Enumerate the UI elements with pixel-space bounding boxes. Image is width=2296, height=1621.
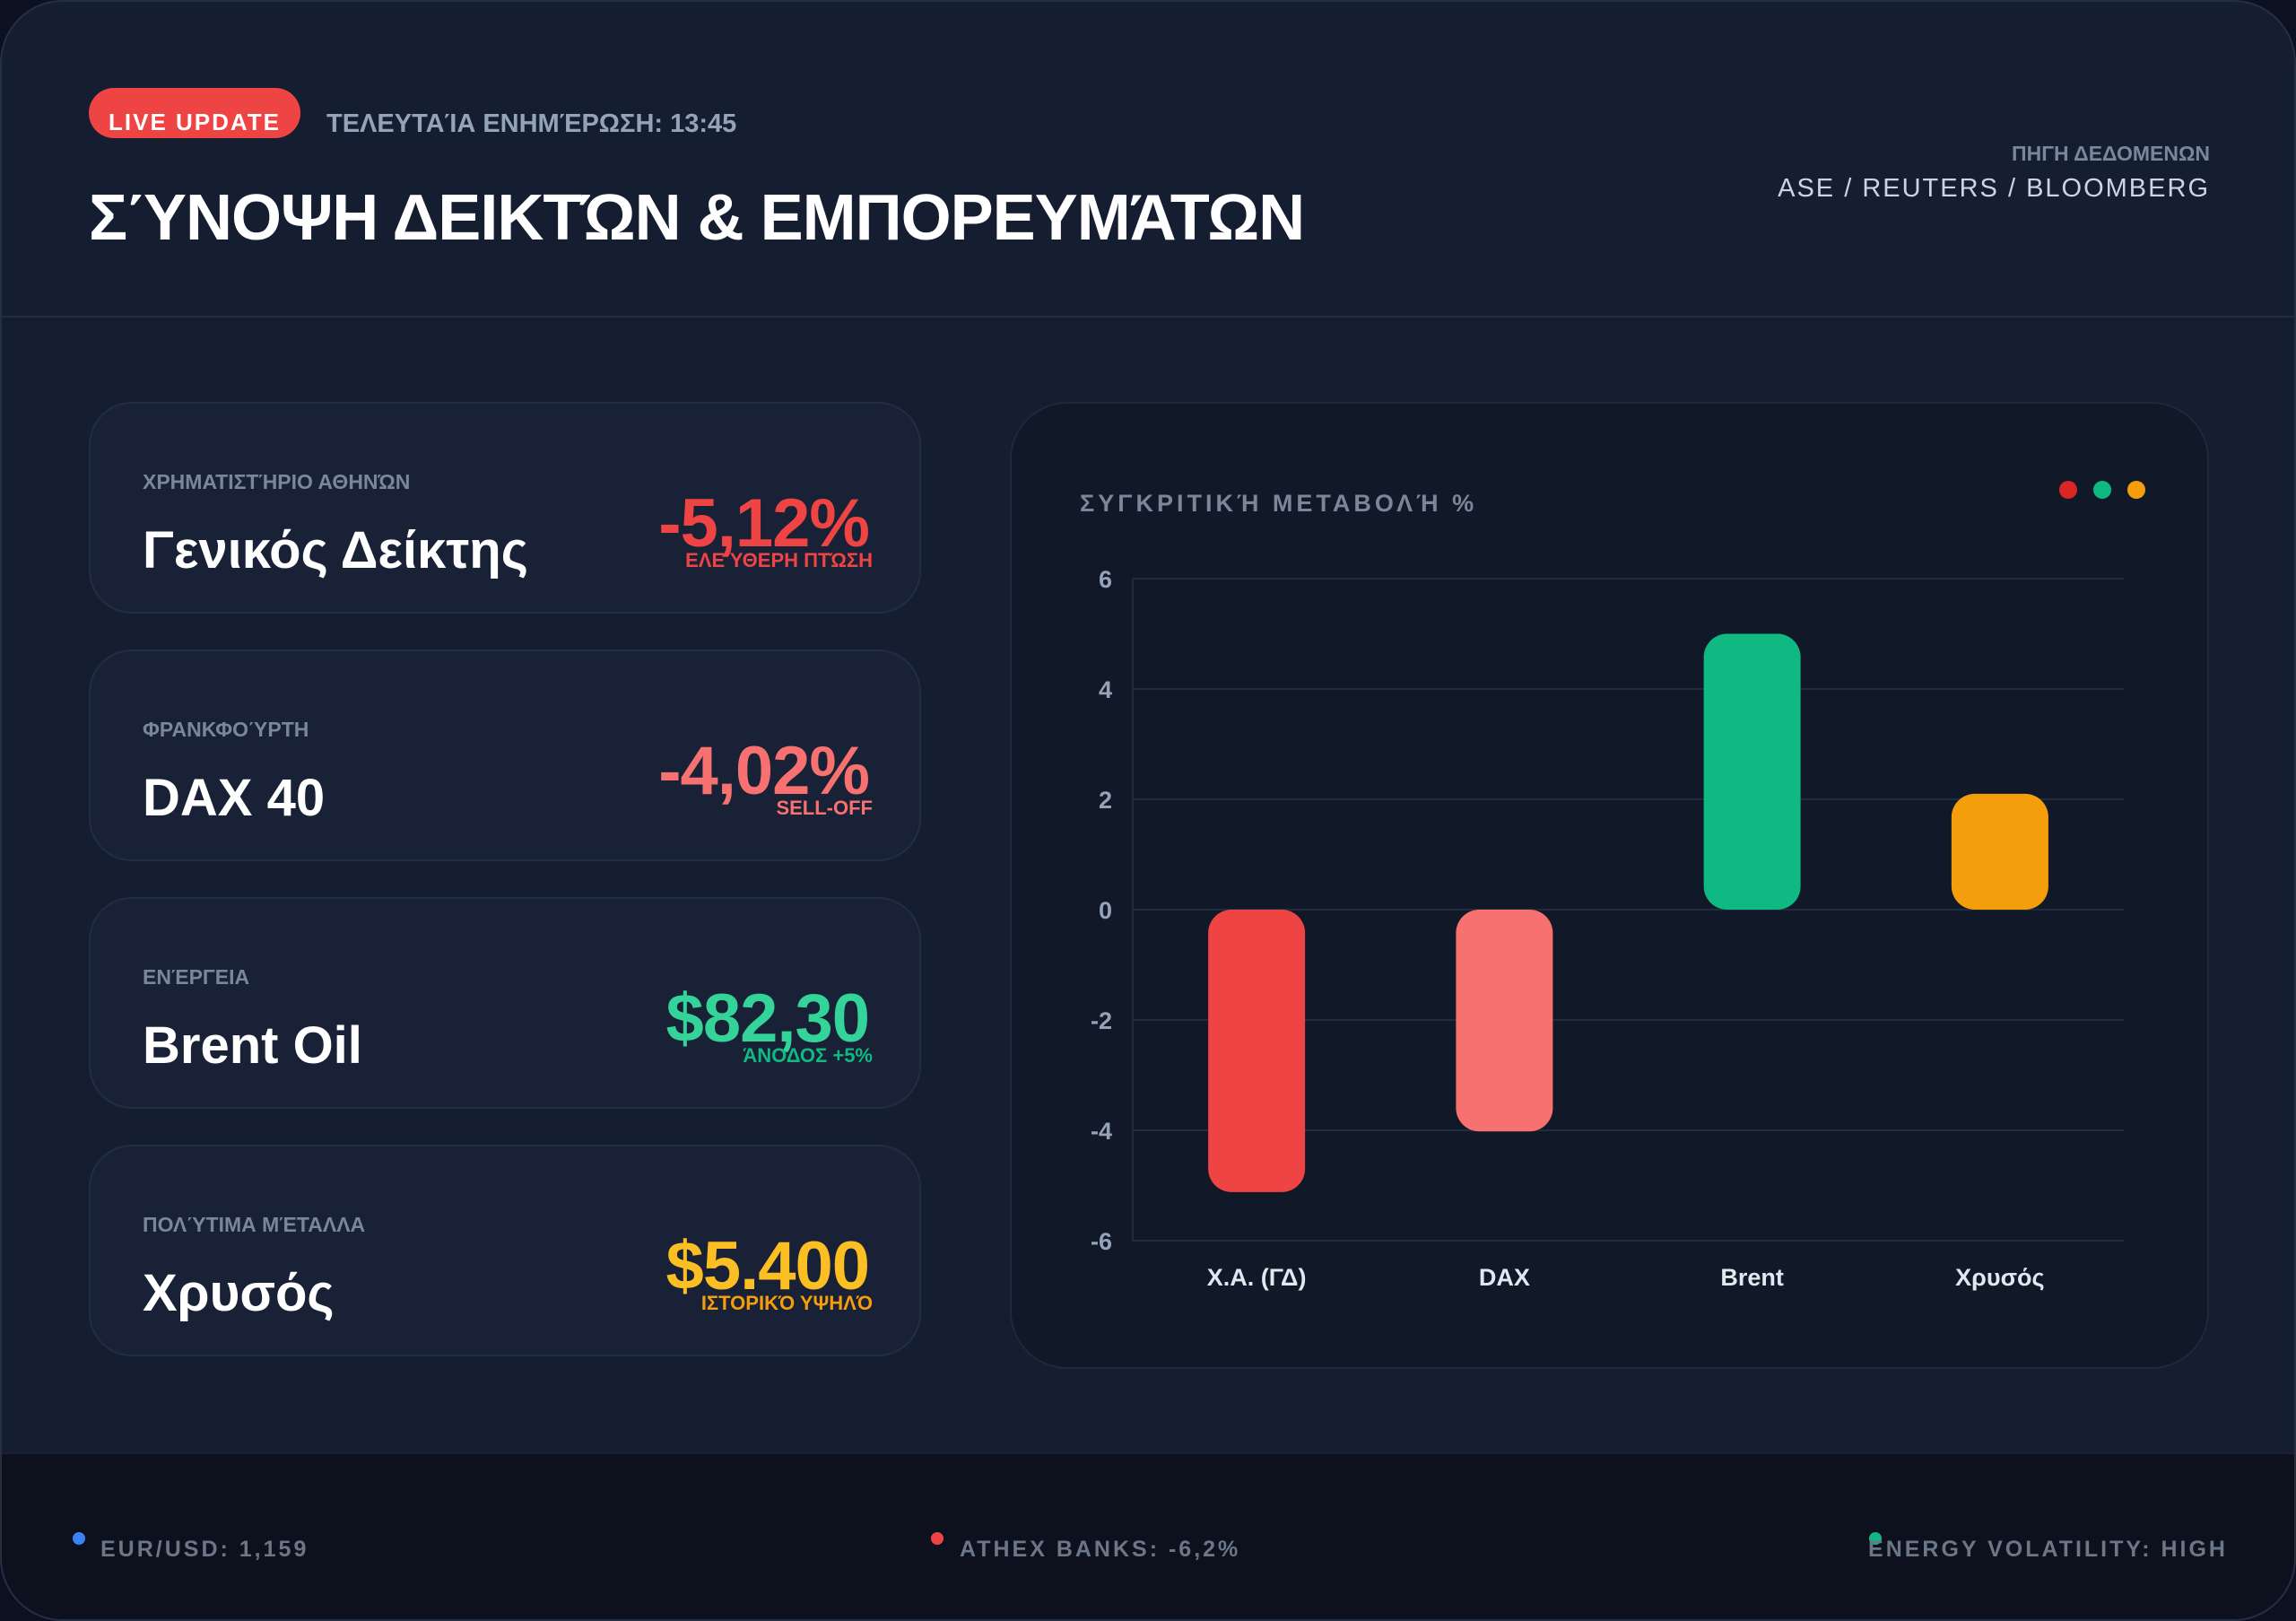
footer-dot-energy-volatility xyxy=(1869,1532,1882,1545)
chart-panel: ΣΥΓΚΡΙΤΙΚΉ ΜΕΤΑΒΟΛΉ % 6 4 2 0 -2 -4 -6 Χ.Α. (ΓΔ… xyxy=(1010,402,2209,1369)
x-tick-label: Χ.Α. (ΓΔ) xyxy=(1207,1264,1307,1291)
y-tick-label: 4 xyxy=(1099,676,1112,703)
card-note: ΆΝΟΔΟΣ +5% xyxy=(743,1044,873,1067)
x-tick-label: Brent xyxy=(1720,1264,1784,1291)
card-brent-oil[interactable]: ΕΝΈΡΓΕΙΑ Brent Oil $82,30 ΆΝΟΔΟΣ +5% xyxy=(89,897,921,1109)
y-tick-label: 0 xyxy=(1099,897,1112,924)
footer-energy-volatility: ENERGY VOLATILITY: HIGH xyxy=(1868,1537,2228,1562)
x-tick-label: DAX xyxy=(1479,1264,1530,1291)
card-label: ΧΡΗΜΑΤΙΣΤΉΡΙΟ ΑΘΗΝΏΝ xyxy=(143,470,411,493)
card-value: $5.400 xyxy=(665,1228,870,1304)
footer-athex-banks: ATHEX BANKS: -6,2% xyxy=(960,1537,1241,1562)
y-tick-label: -2 xyxy=(1091,1007,1112,1034)
bar xyxy=(1456,910,1553,1132)
card-dax-40[interactable]: ΦΡΑΝΚΦΟΎΡΤΗ DAX 40 -4,02% SELL-OFF xyxy=(89,649,921,861)
card-athens-general-index[interactable]: ΧΡΗΜΑΤΙΣΤΉΡΙΟ ΑΘΗΝΏΝ Γενικός Δείκτης -5,… xyxy=(89,402,921,614)
data-source-label: ΠΗΓΗ ΔΕΔΟΜΕΝΩΝ xyxy=(2011,142,2210,165)
last-update-text: ΤΕΛΕΥΤΑΊΑ ΕΝΗΜΈΡΩΣΗ: 13:45 xyxy=(326,109,737,138)
live-update-badge: LIVE UPDATE xyxy=(89,88,300,138)
y-tick-label: -6 xyxy=(1091,1228,1112,1255)
bar xyxy=(1951,793,2048,910)
footer-dot-athex-banks xyxy=(931,1532,944,1545)
card-note: ΙΣΤΟΡΙΚΌ ΥΨΗΛΌ xyxy=(700,1292,873,1314)
footer-ticker: EUR/USD: 1,159 ATHEX BANKS: -6,2% ENERGY… xyxy=(2,1452,2294,1619)
card-label: ΠΟΛΎΤΙΜΑ ΜΈΤΑΛΛΑ xyxy=(143,1213,366,1236)
comparative-change-chart: 6 4 2 0 -2 -4 -6 Χ.Α. (ΓΔ) DAX Brent Χρυσός xyxy=(1091,566,2124,1291)
card-note: SELL-OFF xyxy=(776,797,873,819)
card-gold[interactable]: ΠΟΛΎΤΙΜΑ ΜΈΤΑΛΛΑ Χρυσός $5.400 ΙΣΤΟΡΙΚΌ … xyxy=(89,1145,921,1356)
footer-eurusd: EUR/USD: 1,159 xyxy=(100,1537,309,1562)
status-dot-green xyxy=(2093,481,2111,499)
card-title: DAX 40 xyxy=(143,769,326,827)
card-note: ΕΛΕΎΘΕΡΗ ΠΤΏΣΗ xyxy=(685,549,873,571)
x-tick-label: Χρυσός xyxy=(1955,1264,2044,1291)
card-title: Χρυσός xyxy=(143,1264,335,1322)
status-dot-amber xyxy=(2127,481,2145,499)
bar xyxy=(1208,910,1306,1192)
y-tick-label: 6 xyxy=(1099,566,1112,593)
card-title: Γενικός Δείκτης xyxy=(143,521,528,580)
header: LIVE UPDATE ΤΕΛΕΥΤΑΊΑ ΕΝΗΜΈΡΩΣΗ: 13:45 Σ… xyxy=(2,2,2294,318)
card-title: Brent Oil xyxy=(143,1016,362,1075)
data-source-value: ASE / REUTERS / BLOOMBERG xyxy=(1778,174,2210,203)
chart-title: ΣΥΓΚΡΙΤΙΚΉ ΜΕΤΑΒΟΛΉ % xyxy=(1080,490,1478,517)
bar xyxy=(1703,633,1801,910)
y-tick-label: -4 xyxy=(1091,1118,1112,1145)
footer-dot-eurusd xyxy=(73,1532,85,1545)
y-tick-label: 2 xyxy=(1099,787,1112,814)
status-dot-red xyxy=(2059,481,2077,499)
card-label: ΕΝΈΡΓΕΙΑ xyxy=(143,965,250,989)
card-value: -4,02% xyxy=(658,733,870,809)
card-label: ΦΡΑΝΚΦΟΎΡΤΗ xyxy=(143,718,309,741)
page-title: ΣΎΝΟΨΗ ΔΕΙΚΤΏΝ & ΕΜΠΟΡΕΥΜΆΤΩΝ xyxy=(89,182,1305,254)
card-value: -5,12% xyxy=(658,485,870,562)
card-value: $82,30 xyxy=(665,980,870,1057)
